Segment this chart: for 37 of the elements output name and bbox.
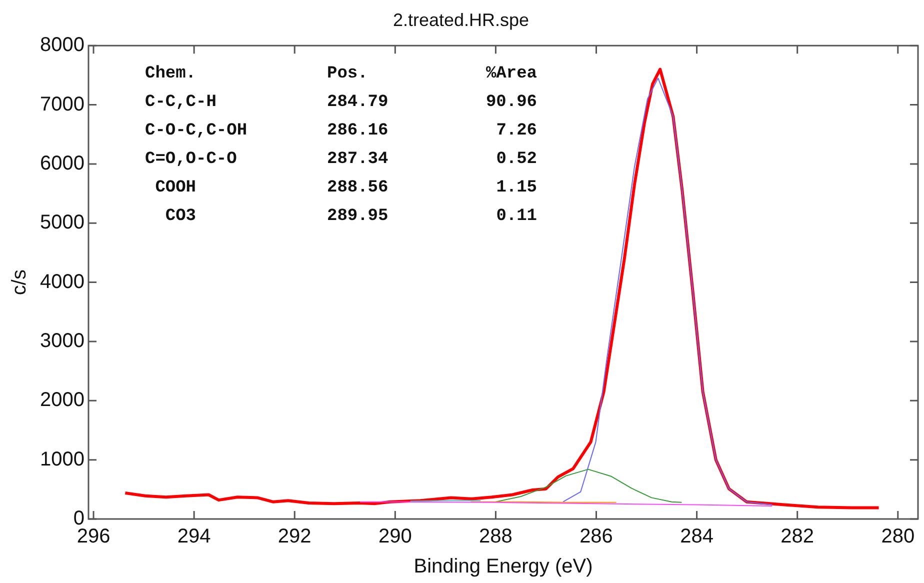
y-tick-label: 2000: [40, 389, 84, 412]
y-tick-label: 6000: [40, 152, 84, 174]
annotation: 289.95: [327, 206, 388, 226]
annotation: %Area: [486, 64, 537, 84]
annotation: 287.34: [327, 150, 388, 169]
annotation: C=O,O-C-O: [145, 150, 237, 169]
x-tick-label: 280: [881, 526, 915, 548]
y-tick-label: 1000: [40, 448, 84, 470]
annotation: 90.96: [486, 92, 537, 112]
annotation: CO3: [145, 206, 196, 226]
annotation: 0.52: [496, 150, 537, 169]
y-tick-label: 5000: [40, 212, 84, 234]
annotation: C-C,C-H: [145, 92, 216, 112]
annotation: Pos.: [327, 64, 368, 84]
x-tick-label: 284: [680, 526, 714, 548]
x-tick-label: 288: [479, 526, 512, 548]
annotation: 1.15: [496, 178, 537, 198]
x-tick-label: 290: [378, 526, 412, 548]
y-tick-label: 3000: [40, 330, 84, 352]
annotation: 0.11: [496, 206, 537, 226]
y-tick-label: 7000: [40, 93, 84, 116]
y-axis-title: c/s: [8, 270, 31, 296]
annotation: Chem.: [145, 64, 196, 84]
y-tick-label: 4000: [40, 270, 84, 293]
chart-title: 2.treated.HR.spe: [392, 10, 530, 30]
annotation: 286.16: [327, 121, 388, 140]
annotation: C-O-C,C-OH: [145, 121, 248, 140]
y-tick-label: 8000: [40, 34, 84, 56]
x-tick-label: 286: [580, 526, 613, 548]
x-tick-label: 294: [177, 526, 211, 548]
annotation: COOH: [145, 178, 196, 198]
x-tick-label: 282: [780, 526, 814, 548]
annotation: 284.79: [327, 92, 388, 112]
annotation: 7.26: [496, 121, 537, 140]
x-tick-label: 292: [278, 526, 312, 548]
x-axis-title: Binding Energy (eV): [414, 556, 593, 578]
annotation: 288.56: [327, 178, 388, 198]
